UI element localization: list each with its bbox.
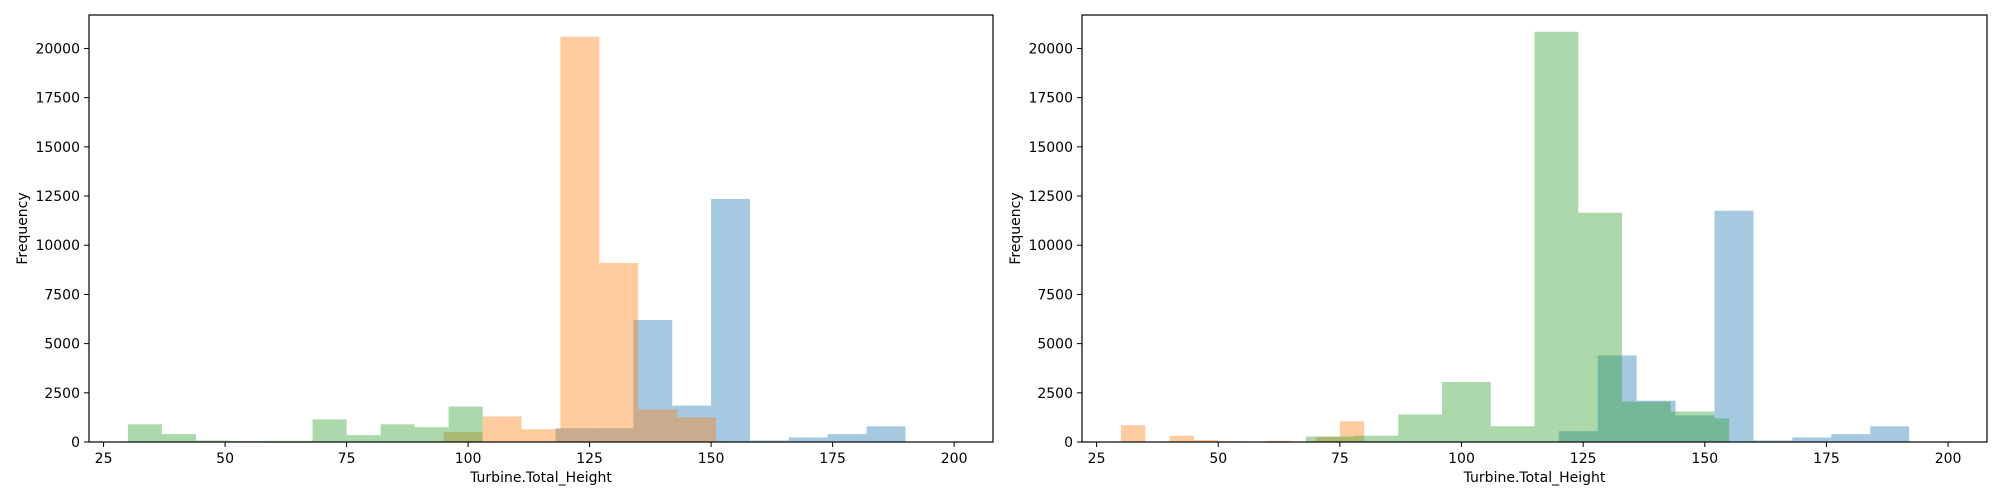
y-axis-label: Frequency [1008,192,1024,264]
y-tick-label: 12500 [1028,189,1073,205]
histogram-bar [599,262,639,442]
histogram-bar [1490,426,1535,442]
series-3 [1305,31,1730,442]
x-tick-label: 200 [941,451,968,467]
histogram-bar [1714,210,1754,442]
histogram-bar [443,432,483,442]
histogram-bar [1193,440,1219,442]
x-tick-label: 100 [455,451,482,467]
histogram-bar [1670,411,1715,442]
histogram-bar [555,428,595,442]
series-3 [127,406,483,442]
x-tick-label: 75 [1331,451,1349,467]
chart-panel-2: 25 50 75 100 125 150 175 200 0 2500 5000 7500 10000 1… [1008,14,1988,486]
histogram-bar [1636,400,1676,442]
x-tick-label: 125 [576,451,603,467]
series-1 [555,198,955,442]
y-tick-label: 20000 [35,41,80,57]
x-tick-label: 75 [338,451,356,467]
histogram-bar [1120,425,1146,442]
series-2 [443,36,726,443]
histogram-bar [1714,418,1730,442]
x-tick-label: 25 [95,451,113,467]
histogram-bar [1675,415,1715,442]
axes-frame [1081,14,1988,443]
y-tick-label: 12500 [35,189,80,205]
histogram-bar [312,419,347,442]
histogram-bar [1354,435,1399,442]
x-tick-label: 25 [1088,451,1106,467]
histogram-bar [560,36,600,443]
histogram-bar [866,426,906,442]
y-tick-label: 0 [71,435,80,451]
histogram-bar [414,427,449,442]
x-tick-label: 150 [1691,451,1718,467]
histogram-bar [788,437,828,442]
y-tick-label: 20000 [1028,41,1073,57]
histogram-bar [482,416,522,442]
histogram-bar [1534,31,1579,442]
histogram-bar [1831,434,1871,442]
y-tick-label: 17500 [35,91,80,107]
histogram-bar [195,440,230,442]
y-axis-label: Frequency [15,192,31,264]
histogram-bar [1315,437,1340,442]
series-2 [1120,421,1365,442]
histogram-bar [1398,414,1443,442]
y-tick-label: 15000 [1028,140,1073,156]
y-tick-label: 0 [1064,435,1073,451]
histogram-bar [1339,421,1365,442]
y-tick-label: 5000 [1037,337,1073,353]
y-tick-label: 5000 [44,337,80,353]
histogram-bar [711,198,750,442]
histogram-bar [1305,436,1355,442]
y-tick-label: 7500 [44,287,80,303]
histogram-bar [346,435,381,442]
histogram-bar [594,428,634,442]
histogram-bar [1753,440,1793,442]
histogram-bar [1792,437,1832,442]
x-axis-label: Turbine.Total_Height [469,470,612,486]
histogram-bar [1870,426,1910,442]
histogram-bar [1442,381,1491,442]
y-tick-label: 2500 [1037,386,1073,402]
x-tick-label: 150 [698,451,725,467]
x-tick-label: 175 [819,451,846,467]
x-tick-label: 50 [216,451,234,467]
histogram-bar [521,429,561,442]
histogram-bar [1558,431,1598,442]
histogram-bar [638,409,678,442]
histogram-bar [1597,355,1637,442]
histogram-bar [633,320,673,442]
histogram-bar [1169,435,1194,442]
x-tick-label: 50 [1209,451,1227,467]
x-tick-label: 100 [1448,451,1475,467]
x-tick-label: 200 [1935,451,1962,467]
x-tick-label: 125 [1570,451,1597,467]
histogram-bar [448,406,483,442]
series-1 [1558,210,1949,442]
histogram-bar [127,424,162,442]
x-tick-label: 175 [1813,451,1840,467]
y-tick-label: 2500 [44,386,80,402]
chart-panel-1: 25 50 75 100 125 150 175 200 0 2500 5000 7500 10000 1… [15,14,994,486]
histogram-bar [1578,212,1623,442]
histogram-bar [380,424,415,442]
histogram-bar [749,440,789,442]
y-tick-label: 17500 [1028,91,1073,107]
x-axis-label: Turbine.Total_Height [1463,470,1606,486]
histogram-bar [677,417,716,442]
y-tick-label: 15000 [35,140,80,156]
y-tick-label: 10000 [35,238,80,254]
axes-frame [88,14,994,443]
y-tick-label: 7500 [1037,287,1073,303]
histogram-bar [161,434,196,442]
histogram-bar [827,434,867,442]
histogram-bar [1622,401,1671,442]
y-tick-label: 10000 [1028,238,1073,254]
histogram-bar [672,405,712,442]
